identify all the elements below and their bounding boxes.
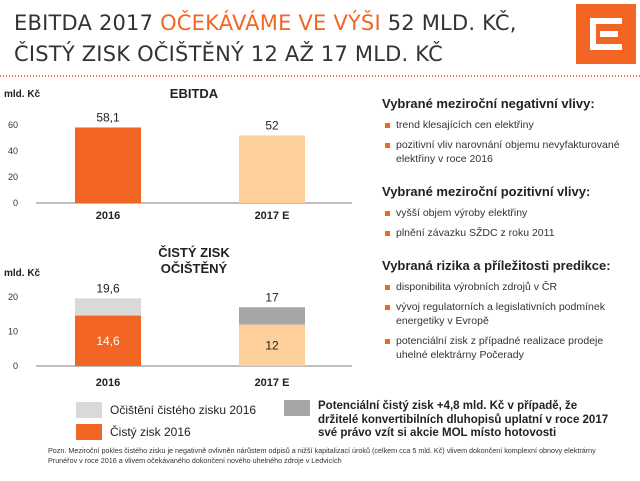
data-label: 14,6 (96, 334, 120, 348)
positive-item: plnění závazku SŽDC z roku 2011 (382, 226, 632, 240)
negative-item: trend klesajících cen elektřiny (382, 118, 632, 132)
positive-heading: Vybrané meziroční pozitivní vlivy: (382, 184, 591, 199)
legend-swatch-potential (284, 400, 310, 416)
legend-potential: Potenciální čistý zisk +4,8 mld. Kč v př… (318, 400, 609, 439)
legend-cleaning: Očištění čistého zisku 2016 (110, 403, 257, 417)
y-axis-label: mld. Kč (4, 268, 41, 279)
x-tick-label: 2017 E (255, 210, 290, 222)
y-tick-label: 40 (8, 146, 18, 156)
bar-net-profit (239, 324, 305, 366)
chart-title: OČIŠTĚNÝ (161, 261, 228, 276)
y-tick-label: 0 (13, 361, 18, 371)
negative-heading: Vybrané meziroční negativní vlivy: (382, 96, 595, 111)
company-logo (576, 4, 636, 64)
y-axis-label: mld. Kč (4, 89, 41, 100)
y-tick-label: 20 (8, 172, 18, 182)
risk-item: potenciální zisk z případné realizace pr… (382, 334, 632, 362)
legend-net: Čistý zisk 2016 (110, 425, 191, 439)
footnote: Pozn. Meziroční pokles čistého zisku je … (48, 446, 596, 465)
y-tick-label: 20 (8, 292, 18, 302)
total-label: 19,6 (96, 281, 120, 295)
data-label: 52 (265, 118, 279, 132)
x-tick-label: 2016 (96, 377, 120, 389)
y-tick-label: 0 (13, 198, 18, 208)
x-tick-label: 2017 E (255, 377, 290, 389)
chart-title: ČISTÝ ZISK (158, 245, 230, 260)
negative-item: pozitivní vliv narovnání objemu nevyfakt… (382, 138, 632, 166)
risk-item: disponibilita výrobních zdrojů v ČR (382, 280, 632, 294)
chart-title: EBITDA (170, 86, 219, 101)
right-column: Vybrané meziroční negativní vlivy: trend… (382, 96, 632, 368)
risk-heading: Vybraná rizika a příležitosti predikce: (382, 258, 611, 273)
title-line-2: ČISTÝ ZISK OČIŠTĚNÝ 12 AŽ 17 MLD. KČ (14, 42, 443, 66)
bar-adjustment (75, 298, 141, 316)
data-label: 58,1 (96, 110, 120, 124)
positive-item: vyšší objem výroby elektřiny (382, 206, 632, 220)
bar (75, 127, 141, 203)
bar-adjustment (239, 307, 305, 325)
legend-swatch-cleaning (76, 402, 102, 418)
page-title: EBITDA 2017 OČEKÁVÁME VE VÝŠI 52 MLD. KČ… (14, 8, 574, 70)
legend-swatch-net (76, 424, 102, 440)
bar (239, 135, 305, 203)
data-label: 12 (265, 338, 279, 352)
y-tick-label: 60 (8, 120, 18, 130)
risk-item: vývoj regulatorních a legislativních pod… (382, 300, 632, 328)
title-line-1: EBITDA 2017 OČEKÁVÁME VE VÝŠI 52 MLD. KČ… (14, 11, 517, 35)
title-accent: OČEKÁVÁME VE VÝŠI (160, 11, 381, 35)
y-tick-label: 10 (8, 326, 18, 336)
total-label: 17 (265, 290, 279, 304)
logo-icon (590, 18, 622, 50)
bar-net-profit (75, 315, 141, 366)
x-tick-label: 2016 (96, 210, 120, 222)
